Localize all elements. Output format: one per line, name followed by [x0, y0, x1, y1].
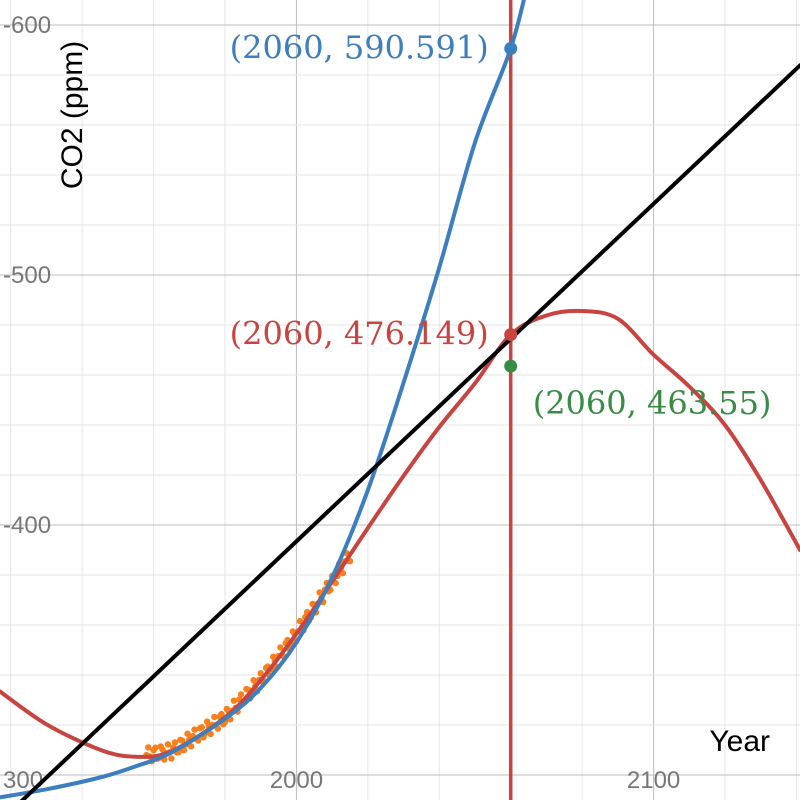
data-point [230, 697, 238, 704]
data-point [184, 730, 191, 737]
annotated-points: (2060, 590.591) (2060, 476.149) (2060, 463… [230, 29, 772, 423]
x-tick-label: 2100 [627, 767, 680, 794]
data-point [152, 744, 159, 751]
point-linear_point[interactable] [504, 359, 518, 373]
data-point [296, 617, 304, 625]
data-point [198, 724, 205, 731]
data-point [250, 677, 257, 684]
data-point [187, 743, 195, 750]
x-axis-label: Year [709, 725, 770, 758]
y-tick-label: -400 [3, 512, 51, 539]
data-point [171, 739, 179, 746]
data-point [316, 589, 323, 596]
y-axis-label: CO2 (ppm) [56, 41, 89, 189]
data-point [211, 713, 218, 721]
x-tick-label: 2000 [270, 767, 323, 794]
series-linear-line [19, 63, 800, 800]
point-label-cubic: (2060, 476.149) [230, 315, 489, 353]
point-label-exponential: (2060, 590.591) [230, 29, 489, 67]
point-exponential[interactable] [504, 42, 518, 56]
y-tick-label: -600 [3, 12, 51, 39]
data-point [218, 710, 225, 718]
series-exponential-line [0, 0, 526, 800]
data-point [191, 726, 198, 733]
y-tick-label: -500 [3, 262, 51, 289]
point-label-linear_point: (2060, 463.55) [533, 384, 772, 422]
point-cubic[interactable] [504, 328, 518, 342]
data-point [257, 670, 264, 677]
data-point [145, 744, 152, 751]
data-point [277, 644, 284, 651]
data-point [164, 741, 172, 748]
data-point [237, 691, 245, 698]
series-cubic-line [0, 308, 800, 759]
data-point [168, 755, 175, 762]
data-point [207, 730, 214, 738]
